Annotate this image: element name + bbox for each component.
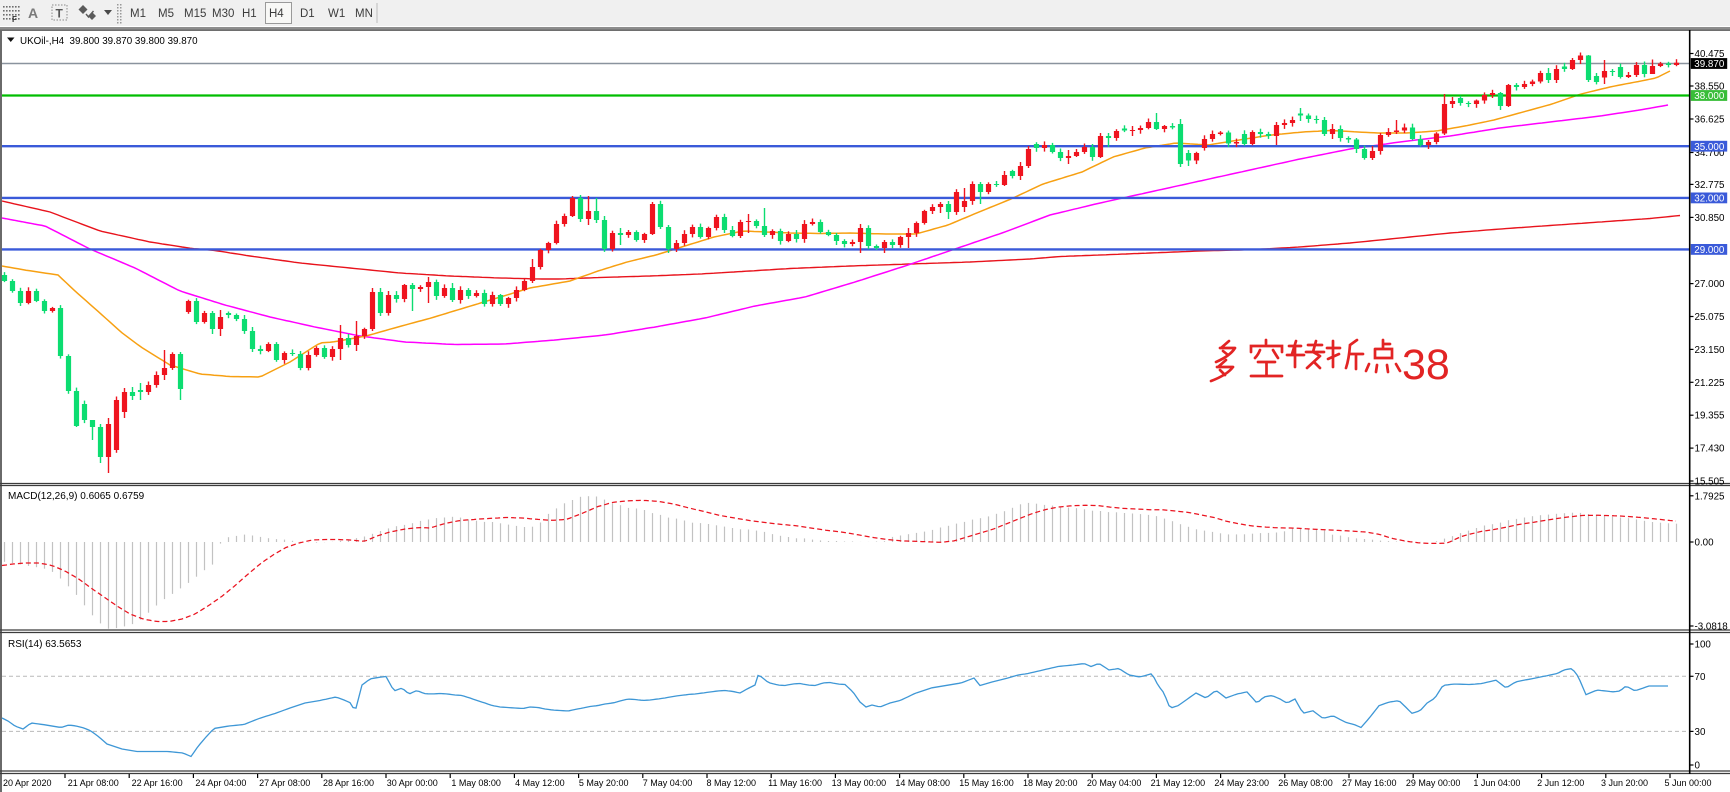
svg-text:T: T xyxy=(56,7,64,21)
svg-text:0.00: 0.00 xyxy=(1695,538,1715,549)
svg-text:F: F xyxy=(12,15,17,24)
svg-text:28 Apr 16:00: 28 Apr 16:00 xyxy=(323,778,374,788)
svg-text:24 Apr 04:00: 24 Apr 04:00 xyxy=(195,778,246,788)
svg-text:14 May 08:00: 14 May 08:00 xyxy=(895,778,950,788)
svg-text:13 May 00:00: 13 May 00:00 xyxy=(832,778,887,788)
svg-text:34.700: 34.700 xyxy=(1695,148,1726,159)
svg-text:18 May 20:00: 18 May 20:00 xyxy=(1023,778,1078,788)
svg-text:1 May 08:00: 1 May 08:00 xyxy=(451,778,501,788)
svg-text:4 May 12:00: 4 May 12:00 xyxy=(515,778,565,788)
svg-text:38: 38 xyxy=(1402,341,1450,389)
svg-text:0: 0 xyxy=(1695,761,1701,772)
svg-text:38.000: 38.000 xyxy=(1694,91,1725,102)
svg-text:W1: W1 xyxy=(328,8,345,20)
svg-text:19.355: 19.355 xyxy=(1695,411,1726,422)
svg-text:27.000: 27.000 xyxy=(1695,279,1726,290)
svg-text:36.625: 36.625 xyxy=(1695,115,1726,126)
svg-text:5 May 20:00: 5 May 20:00 xyxy=(579,778,629,788)
svg-text:MACD(12,26,9) 0.6065 0.6759: MACD(12,26,9) 0.6065 0.6759 xyxy=(8,491,145,502)
svg-text:UKOil-,H4 39.800 39.870 39.80: UKOil-,H4 39.800 39.870 39.800 39.870 xyxy=(20,36,198,47)
svg-text:29 May 00:00: 29 May 00:00 xyxy=(1406,778,1461,788)
svg-text:30 Apr 00:00: 30 Apr 00:00 xyxy=(387,778,438,788)
svg-text:11 May 16:00: 11 May 16:00 xyxy=(768,778,822,788)
svg-text:27 May 16:00: 27 May 16:00 xyxy=(1342,778,1397,788)
svg-text:29.000: 29.000 xyxy=(1694,245,1725,256)
svg-text:RSI(14) 63.5653: RSI(14) 63.5653 xyxy=(8,639,82,650)
svg-text:20 Apr 2020: 20 Apr 2020 xyxy=(3,778,52,788)
svg-text:15.505: 15.505 xyxy=(1695,477,1726,488)
svg-text:70: 70 xyxy=(1695,672,1706,683)
svg-text:8 May 12:00: 8 May 12:00 xyxy=(707,778,757,788)
svg-text:24 May 23:00: 24 May 23:00 xyxy=(1214,778,1269,788)
svg-text:17.430: 17.430 xyxy=(1695,444,1726,455)
svg-text:H4: H4 xyxy=(269,8,284,20)
svg-text:A: A xyxy=(28,5,38,21)
svg-text:H1: H1 xyxy=(242,8,257,20)
svg-text:23.150: 23.150 xyxy=(1695,345,1726,356)
svg-text:38.550: 38.550 xyxy=(1695,82,1726,93)
svg-text:M1: M1 xyxy=(130,8,146,20)
svg-text:40.475: 40.475 xyxy=(1695,49,1726,60)
svg-text:27 Apr 08:00: 27 Apr 08:00 xyxy=(259,778,310,788)
svg-text:M15: M15 xyxy=(184,8,206,20)
svg-text:M30: M30 xyxy=(212,8,234,20)
svg-text:21 May 12:00: 21 May 12:00 xyxy=(1151,778,1206,788)
svg-text:32.000: 32.000 xyxy=(1694,194,1725,205)
svg-text:5 Jun 00:00: 5 Jun 00:00 xyxy=(1664,778,1711,788)
svg-text:30: 30 xyxy=(1695,727,1706,738)
svg-text:1.7925: 1.7925 xyxy=(1695,491,1726,502)
svg-text:21.225: 21.225 xyxy=(1695,378,1726,389)
svg-text:15 May 16:00: 15 May 16:00 xyxy=(959,778,1014,788)
svg-text:20 May 04:00: 20 May 04:00 xyxy=(1087,778,1142,788)
svg-text:35.000: 35.000 xyxy=(1694,142,1725,153)
svg-text:22 Apr 16:00: 22 Apr 16:00 xyxy=(132,778,183,788)
svg-text:100: 100 xyxy=(1695,640,1712,651)
svg-text:26 May 08:00: 26 May 08:00 xyxy=(1278,778,1333,788)
svg-text:M5: M5 xyxy=(158,8,174,20)
svg-text:3 Jun 20:00: 3 Jun 20:00 xyxy=(1601,778,1648,788)
svg-text:MN: MN xyxy=(355,8,373,20)
svg-text:2 Jun 12:00: 2 Jun 12:00 xyxy=(1537,778,1584,788)
svg-text:7 May 04:00: 7 May 04:00 xyxy=(643,778,693,788)
svg-text:25.075: 25.075 xyxy=(1695,312,1726,323)
svg-text:-3.0818: -3.0818 xyxy=(1695,622,1729,633)
svg-text:D1: D1 xyxy=(300,8,315,20)
svg-text:30.850: 30.850 xyxy=(1695,213,1726,224)
svg-text:39.870: 39.870 xyxy=(1694,59,1725,70)
svg-text:32.775: 32.775 xyxy=(1695,180,1726,191)
svg-text:21 Apr 08:00: 21 Apr 08:00 xyxy=(68,778,119,788)
svg-text:1 Jun 04:00: 1 Jun 04:00 xyxy=(1473,778,1520,788)
